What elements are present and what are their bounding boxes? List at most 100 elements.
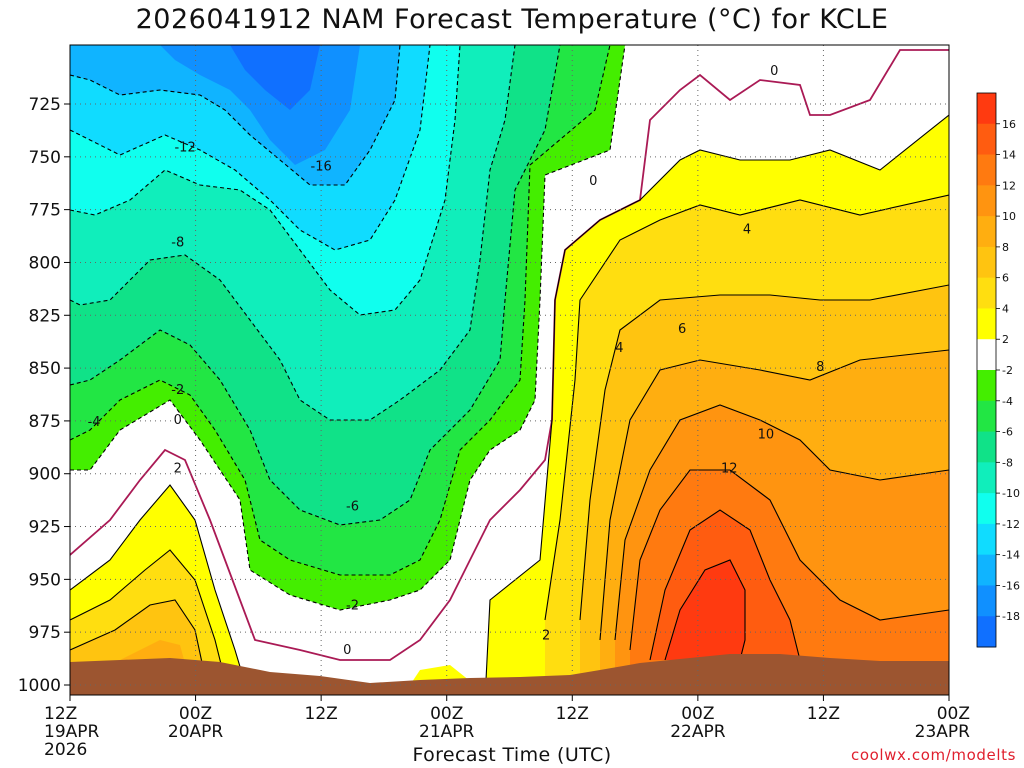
y-tick-label: 975 (29, 623, 61, 643)
band-cold-18 (230, 45, 320, 110)
colorbar-label: 12 (1002, 179, 1016, 192)
contour-label: 4 (743, 223, 751, 238)
x-tick-label: 22APR (670, 722, 726, 742)
x-tick-label: 2026 (44, 740, 87, 760)
contour-label: 2 (542, 628, 550, 643)
colorbar-swatch (977, 185, 996, 217)
contour-bump-solid-2 (70, 484, 250, 695)
colorbar-swatch (977, 523, 996, 556)
x-tick-label: 12Z (556, 704, 589, 724)
x-tick-label: 12Z (44, 704, 77, 724)
y-axis: 725 750 775 800 825 850 875 900 925 950 975 1000 (18, 95, 70, 696)
colorbar-swatch (977, 616, 996, 648)
contour-cold-dashed-2 (70, 45, 431, 251)
colorbar-swatch (977, 123, 996, 156)
contour-warm-solid-12 (629, 469, 949, 651)
contour-label: 12 (721, 461, 738, 476)
contour-cold-dashed-3 (70, 45, 516, 421)
contour-freezing-line-left (70, 49, 949, 661)
y-tick-label: 850 (29, 359, 61, 379)
contour-label: -6 (346, 499, 359, 514)
y-tick-label: 825 (29, 306, 61, 326)
colorbar-label: 14 (1002, 149, 1016, 162)
contour-warm-solid-8 (599, 349, 949, 641)
colorbar-swatch (977, 277, 996, 309)
colorbar-label: -10 (1002, 487, 1020, 500)
colorbar-swatch (977, 493, 996, 525)
plot-frame (69, 44, 950, 696)
contour-cold-dashed-7 (70, 45, 401, 186)
contour-warm-solid-14 (649, 509, 801, 661)
colorbar-label: -8 (1002, 456, 1013, 469)
colorbar-label: -4 (1002, 395, 1013, 408)
colorbar-swatch (977, 246, 996, 279)
x-tick-label: 12Z (807, 704, 840, 724)
contour-warm-solid-10 (614, 404, 949, 641)
chart-title: 2026041912 NAM Forecast Temperature (°C)… (135, 4, 889, 35)
colorbar-label: -14 (1002, 549, 1020, 562)
x-tick-label: 00Z (430, 704, 463, 724)
contour-warm-solid-4 (544, 194, 949, 621)
contour-warm-solid-6 (579, 284, 949, 621)
contour-label: 2 (174, 461, 182, 476)
grid (70, 45, 949, 695)
x-axis-label: Forecast Time (UTC) (412, 744, 612, 766)
contour-cold-dashed-6 (70, 45, 626, 611)
contour-label: 0 (589, 174, 597, 189)
colorbar-label: 4 (1002, 302, 1009, 315)
colorbar-label: -6 (1002, 426, 1013, 439)
y-tick-label: 750 (29, 148, 61, 168)
credit-text: coolwx.com/modelts (851, 746, 1016, 764)
x-tick-label: 00Z (681, 704, 714, 724)
y-tick-label: 900 (29, 465, 61, 485)
colorbar-swatch (977, 216, 996, 248)
contour-label: -12 (174, 140, 195, 155)
colorbar-label: 16 (1002, 118, 1016, 131)
colorbar-label: -2 (1002, 364, 1013, 377)
colorbar-label: 6 (1002, 272, 1009, 285)
colorbar-label: 8 (1002, 241, 1009, 254)
contour-label: 8 (816, 360, 824, 375)
x-tick-label: 00Z (179, 704, 212, 724)
contour-warm-solid-2 (484, 114, 949, 695)
y-tick-label: 875 (29, 412, 61, 432)
contour-cold-dashed-4 (70, 45, 561, 526)
colorbar-swatch (977, 308, 996, 340)
x-tick-label: 00Z (937, 704, 970, 724)
y-tick-label: 800 (29, 253, 61, 273)
contour-bump-solid-4 (70, 549, 230, 695)
colorbar-label: 10 (1002, 210, 1016, 223)
colorbar: 16 14 12 10 8 6 4 2 -2 -4 -6 -8 -10 -12 -14 -16 -18 (976, 92, 1020, 648)
colorbar-label: -18 (1002, 610, 1020, 623)
colorbar-swatch (977, 400, 996, 433)
colorbar-label: 2 (1002, 333, 1009, 346)
contour-label: 4 (615, 341, 623, 356)
band-warm-16 (665, 560, 745, 660)
contour-bump-solid-6 (70, 599, 210, 695)
contour-label: 6 (678, 322, 686, 337)
x-tick-label: 20APR (168, 722, 224, 742)
contour-label: -4 (88, 415, 101, 430)
y-tick-label: 925 (29, 518, 61, 538)
contour-label: -8 (171, 235, 184, 250)
contour-warm-solid-16 (664, 559, 746, 661)
contour-label: 0 (770, 64, 778, 79)
x-tick-label: 12Z (305, 704, 338, 724)
terrain-fill (70, 654, 949, 695)
y-tick-label: 775 (29, 201, 61, 221)
colorbar-swatch (977, 154, 996, 186)
colorbar-swatch (977, 585, 996, 617)
contour-label: 0 (343, 643, 351, 658)
contour-label: -16 (311, 159, 332, 174)
y-tick-label: 1000 (18, 676, 61, 696)
contour-label: -2 (171, 383, 184, 398)
contour-cold-dashed-1 (70, 45, 461, 316)
colorbar-swatch (977, 93, 996, 125)
colorbar-swatch (977, 370, 996, 402)
x-tick-label: 19APR (44, 722, 100, 742)
contour-label: 10 (758, 428, 775, 443)
colorbar-swatch (977, 462, 996, 494)
contour-lines (70, 45, 949, 695)
